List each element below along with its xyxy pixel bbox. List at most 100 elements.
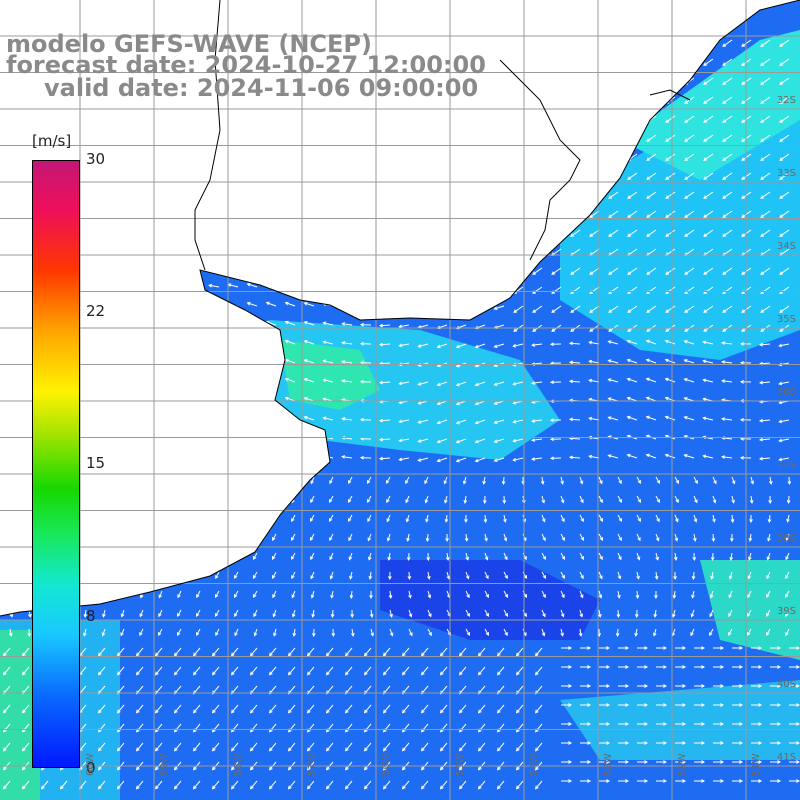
wind-arrow (691, 590, 695, 598)
wind-arrow-head (477, 766, 482, 771)
wind-arrow-head (627, 328, 632, 332)
wind-arrow (345, 647, 353, 657)
wind-arrow-head (382, 671, 387, 676)
wind-arrow (503, 628, 508, 636)
wind-arrow-head (779, 195, 784, 199)
wind-arrow-head (2, 747, 7, 752)
wind-arrow (655, 476, 660, 484)
wind-arrow (326, 685, 334, 695)
wind-arrow (560, 609, 564, 617)
wind-arrow-head (474, 382, 479, 387)
wind-arrow-head (607, 454, 612, 458)
wind-arrow-head (501, 481, 506, 486)
wind-arrow-head (729, 538, 734, 543)
wind-arrow-head (570, 271, 575, 275)
wind-arrow (494, 343, 505, 348)
wind-arrow-head (177, 613, 181, 618)
wind-arrow-head (420, 709, 425, 714)
wind-arrow (484, 571, 489, 579)
wind-arrow (684, 172, 695, 180)
wind-arrow-head (606, 779, 611, 783)
wind-arrow (369, 571, 372, 579)
wind-arrow (285, 378, 296, 383)
wind-arrow-head (684, 195, 689, 199)
wind-arrow-head (779, 271, 784, 275)
wind-arrow (684, 378, 695, 383)
wind-arrow (617, 552, 622, 560)
wind-arrow-head (778, 381, 783, 386)
wind-arrow (673, 590, 676, 598)
wind-arrow (269, 647, 277, 657)
wind-arrow (608, 267, 619, 275)
wind-arrow (703, 77, 714, 85)
model-title: modelo GEFS-WAVE (NCEP) (6, 30, 372, 58)
wind-arrow (747, 571, 752, 579)
wind-arrow-head (523, 556, 527, 561)
wind-arrow (440, 685, 448, 695)
colorbar-tick-22: 22 (86, 302, 106, 320)
wind-arrow-head (758, 456, 763, 461)
wind-arrow (703, 341, 714, 345)
wind-arrow (478, 742, 486, 752)
wind-arrow-head (284, 339, 289, 344)
wind-arrow (212, 704, 220, 714)
wind-arrow (646, 248, 657, 256)
wind-arrow-head (398, 438, 403, 443)
wind-arrow-head (701, 760, 706, 764)
wind-arrow-head (249, 766, 254, 771)
wind-arrow-head (97, 747, 102, 752)
wind-arrow (627, 305, 638, 313)
wind-arrow (760, 115, 771, 123)
wind-arrow-head (97, 652, 102, 657)
wind-arrow-head (477, 709, 482, 714)
wind-arrow (617, 590, 620, 598)
wind-arrow-head (378, 456, 383, 461)
wind-arrow (684, 305, 695, 313)
wind-arrow (348, 476, 353, 484)
wind-arrow-head (549, 437, 554, 442)
wind-arrow (722, 342, 733, 345)
wind-arrow-head (534, 652, 539, 657)
wind-arrow-head (246, 301, 251, 306)
wind-arrow-head (720, 741, 725, 745)
wind-arrow-head (703, 195, 708, 199)
wind-arrow (323, 360, 334, 364)
wind-arrow-head (606, 741, 611, 745)
wind-arrow (418, 343, 429, 348)
wind-arrow-head (542, 575, 547, 580)
wind-arrow-head (703, 119, 708, 123)
wind-arrow (497, 704, 505, 714)
wind-arrow (446, 552, 449, 560)
wind-arrow (304, 378, 315, 383)
wind-arrow-head (720, 646, 725, 650)
wind-arrow-head (120, 613, 125, 618)
valid-date-title: valid date: 2024-11-06 09:00:00 (44, 74, 479, 102)
wind-arrow-head (496, 709, 501, 714)
wind-arrow (421, 723, 429, 733)
wind-arrow-head (287, 709, 292, 714)
wind-arrow-head (758, 437, 763, 442)
wind-arrow-head (542, 556, 546, 561)
wind-arrow-head (579, 480, 584, 485)
wind-arrow (722, 248, 733, 256)
wind-arrow (672, 628, 676, 636)
wind-arrow-head (739, 665, 744, 669)
wind-arrow (674, 533, 678, 541)
wind-arrow (579, 628, 582, 636)
wind-arrow (513, 438, 524, 442)
wind-arrow (598, 571, 603, 579)
wind-arrow (79, 666, 87, 676)
wind-arrow-head (303, 377, 308, 382)
wind-arrow-head (779, 43, 784, 47)
wind-arrow (722, 456, 733, 459)
wind-arrow (22, 742, 30, 752)
wind-arrow (345, 666, 353, 676)
wind-arrow-head (436, 439, 441, 444)
wind-arrow (456, 457, 467, 462)
wind-arrow-head (192, 709, 197, 714)
wind-arrow (722, 39, 733, 47)
wind-arrow (215, 628, 220, 636)
wind-arrow (475, 343, 486, 348)
wind-arrow-head (215, 575, 219, 580)
wind-arrow-head (739, 741, 744, 745)
